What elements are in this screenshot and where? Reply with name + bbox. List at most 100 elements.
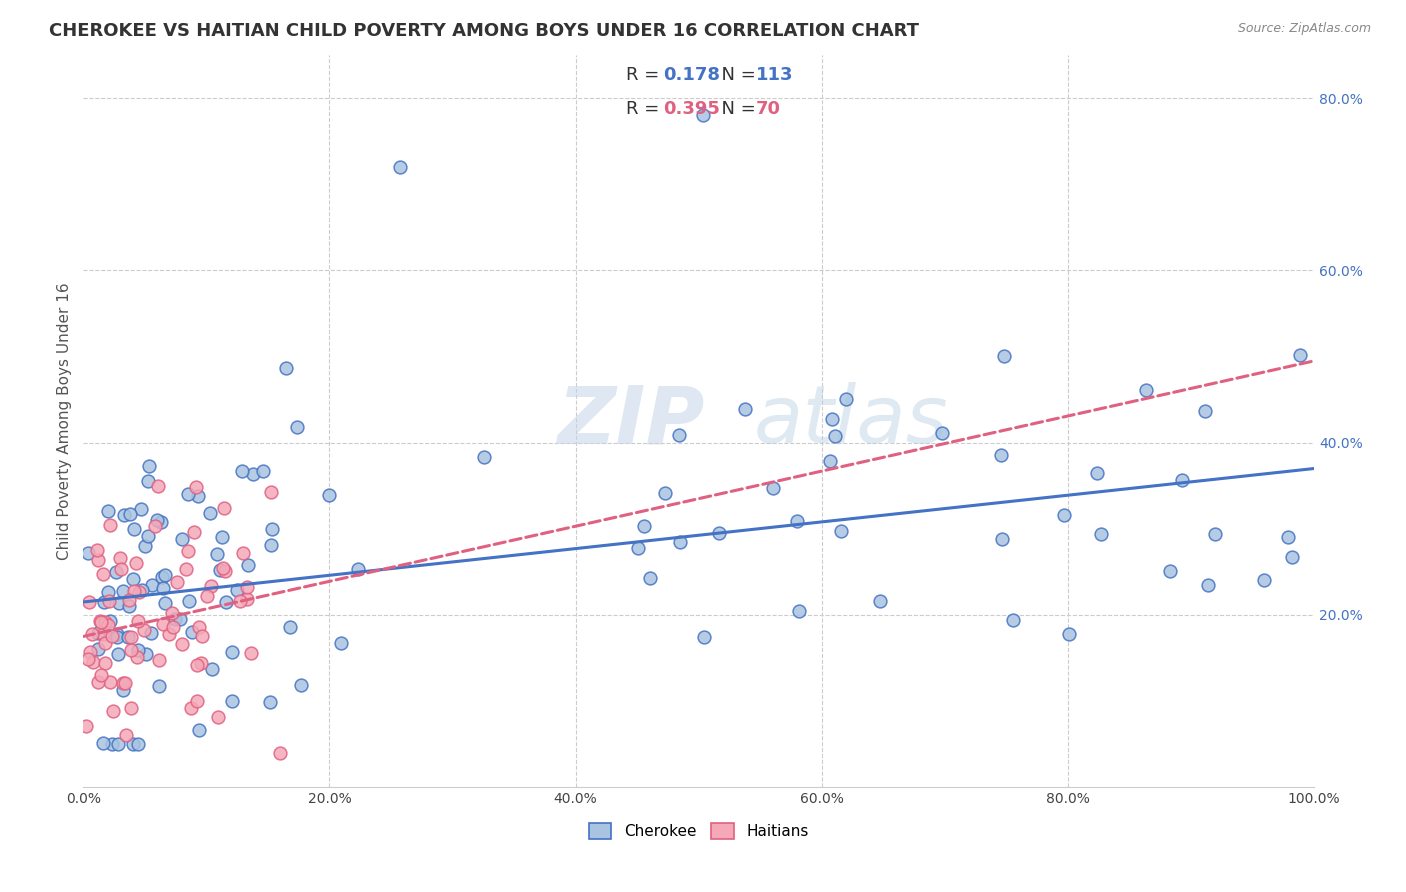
Point xyxy=(1171,473,1194,487)
Point xyxy=(200,579,222,593)
Point xyxy=(127,737,149,751)
Point xyxy=(91,566,114,581)
Point xyxy=(112,508,135,522)
Point xyxy=(101,737,124,751)
Point xyxy=(86,543,108,558)
Point xyxy=(112,683,135,698)
Point xyxy=(1159,564,1181,578)
Point xyxy=(172,532,194,546)
Point xyxy=(172,637,194,651)
Point xyxy=(225,583,247,598)
Text: N =: N = xyxy=(710,100,762,118)
Point xyxy=(191,629,214,643)
Point xyxy=(146,479,169,493)
Point xyxy=(215,595,238,609)
Point xyxy=(166,574,188,589)
Point xyxy=(821,412,844,426)
Text: 70: 70 xyxy=(755,100,780,118)
Point xyxy=(162,620,184,634)
Point xyxy=(198,506,221,520)
Point xyxy=(169,612,191,626)
Point xyxy=(221,694,243,708)
Point xyxy=(101,705,124,719)
Point xyxy=(201,662,224,676)
Point xyxy=(104,566,127,580)
Point xyxy=(98,675,121,690)
Point xyxy=(94,615,117,630)
Point xyxy=(138,474,160,488)
Point xyxy=(212,560,235,574)
Point xyxy=(709,525,731,540)
Point xyxy=(129,502,152,516)
Point xyxy=(180,701,202,715)
Point xyxy=(869,593,891,607)
Point xyxy=(235,591,257,606)
Text: R =: R = xyxy=(627,100,665,118)
Point xyxy=(76,652,98,666)
Point xyxy=(108,596,131,610)
Text: CHEROKEE VS HAITIAN CHILD POVERTY AMONG BOYS UNDER 16 CORRELATION CHART: CHEROKEE VS HAITIAN CHILD POVERTY AMONG … xyxy=(49,22,920,40)
Point xyxy=(128,584,150,599)
Point xyxy=(195,589,218,603)
Point xyxy=(105,627,128,641)
Point xyxy=(1090,527,1112,541)
Point xyxy=(184,480,207,494)
Point xyxy=(238,558,260,572)
Point xyxy=(127,614,149,628)
Point xyxy=(94,636,117,650)
Point xyxy=(177,594,200,608)
Point xyxy=(260,485,283,500)
Text: Source: ZipAtlas.com: Source: ZipAtlas.com xyxy=(1237,22,1371,36)
Point xyxy=(134,539,156,553)
Point xyxy=(148,653,170,667)
Point xyxy=(118,593,141,607)
Point xyxy=(231,465,253,479)
Point xyxy=(143,519,166,533)
Point xyxy=(187,489,209,503)
Point xyxy=(262,522,284,536)
Point xyxy=(627,541,650,555)
Point xyxy=(212,501,235,516)
Point xyxy=(229,594,252,608)
Text: atlas: atlas xyxy=(754,382,949,460)
Point xyxy=(1197,578,1219,592)
Point xyxy=(76,546,98,560)
Point xyxy=(120,507,142,521)
Point xyxy=(139,626,162,640)
Point xyxy=(131,583,153,598)
Point xyxy=(931,425,953,440)
Point xyxy=(242,467,264,481)
Point xyxy=(259,696,281,710)
Point xyxy=(186,694,208,708)
Point xyxy=(112,584,135,599)
Point xyxy=(94,656,117,670)
Point xyxy=(152,581,174,595)
Point xyxy=(176,544,198,558)
Point xyxy=(835,392,858,406)
Point xyxy=(153,568,176,582)
Point xyxy=(177,486,200,500)
Point xyxy=(1253,573,1275,587)
Point xyxy=(232,546,254,560)
Point xyxy=(993,349,1015,363)
Point xyxy=(1135,384,1157,398)
Point xyxy=(818,453,841,467)
Point xyxy=(668,534,690,549)
Y-axis label: Child Poverty Among Boys Under 16: Child Poverty Among Boys Under 16 xyxy=(58,283,72,560)
Point xyxy=(269,746,291,760)
Point xyxy=(80,627,103,641)
Point xyxy=(101,629,124,643)
Text: 0.178: 0.178 xyxy=(664,66,720,84)
Point xyxy=(654,485,676,500)
Point xyxy=(211,530,233,544)
Point xyxy=(1194,403,1216,417)
Point xyxy=(120,631,142,645)
Point xyxy=(290,678,312,692)
Point xyxy=(1001,614,1024,628)
Point xyxy=(121,572,143,586)
Point xyxy=(188,620,211,634)
Point xyxy=(110,562,132,576)
Point xyxy=(150,569,173,583)
Point xyxy=(138,458,160,473)
Point xyxy=(87,675,110,690)
